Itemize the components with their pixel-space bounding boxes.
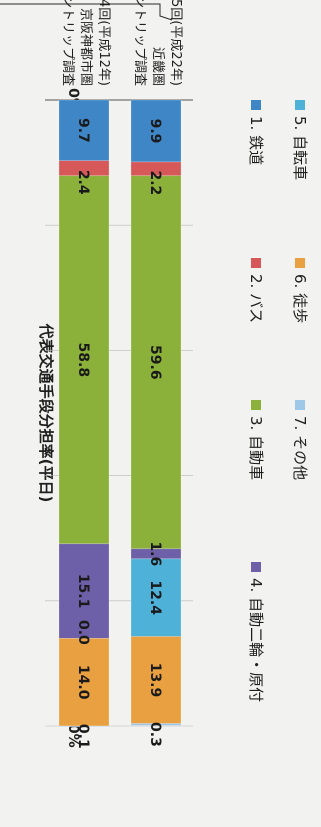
data-label: 9.7 xyxy=(75,118,91,143)
data-label: 59.6 xyxy=(147,345,163,380)
legend-swatch xyxy=(295,400,305,410)
bar-segment xyxy=(58,725,110,727)
legend: 1. 鉄道 2. バス 3. 自動車 4. 自動二輪・原付 5. 自転車 6. 徒歩 7. … xyxy=(247,100,309,702)
category-label: 京阪神都市圏 xyxy=(78,8,94,86)
category-label: 近畿圏 xyxy=(150,47,165,86)
legend-label: 4. 自動二輪・原付 xyxy=(247,578,265,702)
data-label: 1.6 xyxy=(147,541,163,566)
bar-segment xyxy=(130,723,182,726)
chart-title: 代表交通手段分担率(平日) xyxy=(37,323,55,503)
category-label: 第5回(平成22年) xyxy=(168,0,183,86)
category-label: 第4回(平成12年) xyxy=(96,0,111,86)
data-label: 0.1 xyxy=(75,724,91,749)
data-label: 9.9 xyxy=(147,119,163,144)
legend-label: 1. 鉄道 xyxy=(247,116,265,165)
legend-label: 3. 自動車 xyxy=(247,416,265,480)
data-label: 58.8 xyxy=(75,343,91,378)
data-label: 2.2 xyxy=(147,170,163,195)
data-label: 15.1 xyxy=(75,574,91,609)
data-labels-group: 9.7 2.4 58.8 15.1 0.0 14.0 0.1 9.9 2.2 59.6 1.6 12.… xyxy=(75,118,163,749)
data-label: 0.0 xyxy=(75,620,91,645)
scan-edge-line xyxy=(0,3,173,21)
legend-swatch xyxy=(251,562,261,572)
legend-swatch xyxy=(251,258,261,268)
category-label: パーソントリップ調査 xyxy=(60,0,75,86)
legend-swatch xyxy=(251,100,261,110)
bars-group xyxy=(58,99,182,727)
data-label: 12.4 xyxy=(147,580,163,615)
data-label: 2.4 xyxy=(75,170,91,195)
data-label: 0.3 xyxy=(147,722,163,747)
legend-swatch xyxy=(251,400,261,410)
legend-label: 5. 自転車 xyxy=(291,116,309,180)
chart-plot-group: 代表交通手段分担率(平日) 0%20%40%60%80%100% 9.72.45… xyxy=(37,0,309,749)
legend-label: 2. バス xyxy=(247,274,265,323)
legend-swatch xyxy=(295,258,305,268)
data-label: 13.9 xyxy=(147,663,163,698)
data-label: 14.0 xyxy=(75,665,91,700)
legend-label: 6. 徒歩 xyxy=(291,274,309,323)
category-label: パーソントリップ調査 xyxy=(132,0,147,86)
legend-label: 7. その他 xyxy=(291,416,309,480)
legend-swatch xyxy=(295,100,305,110)
